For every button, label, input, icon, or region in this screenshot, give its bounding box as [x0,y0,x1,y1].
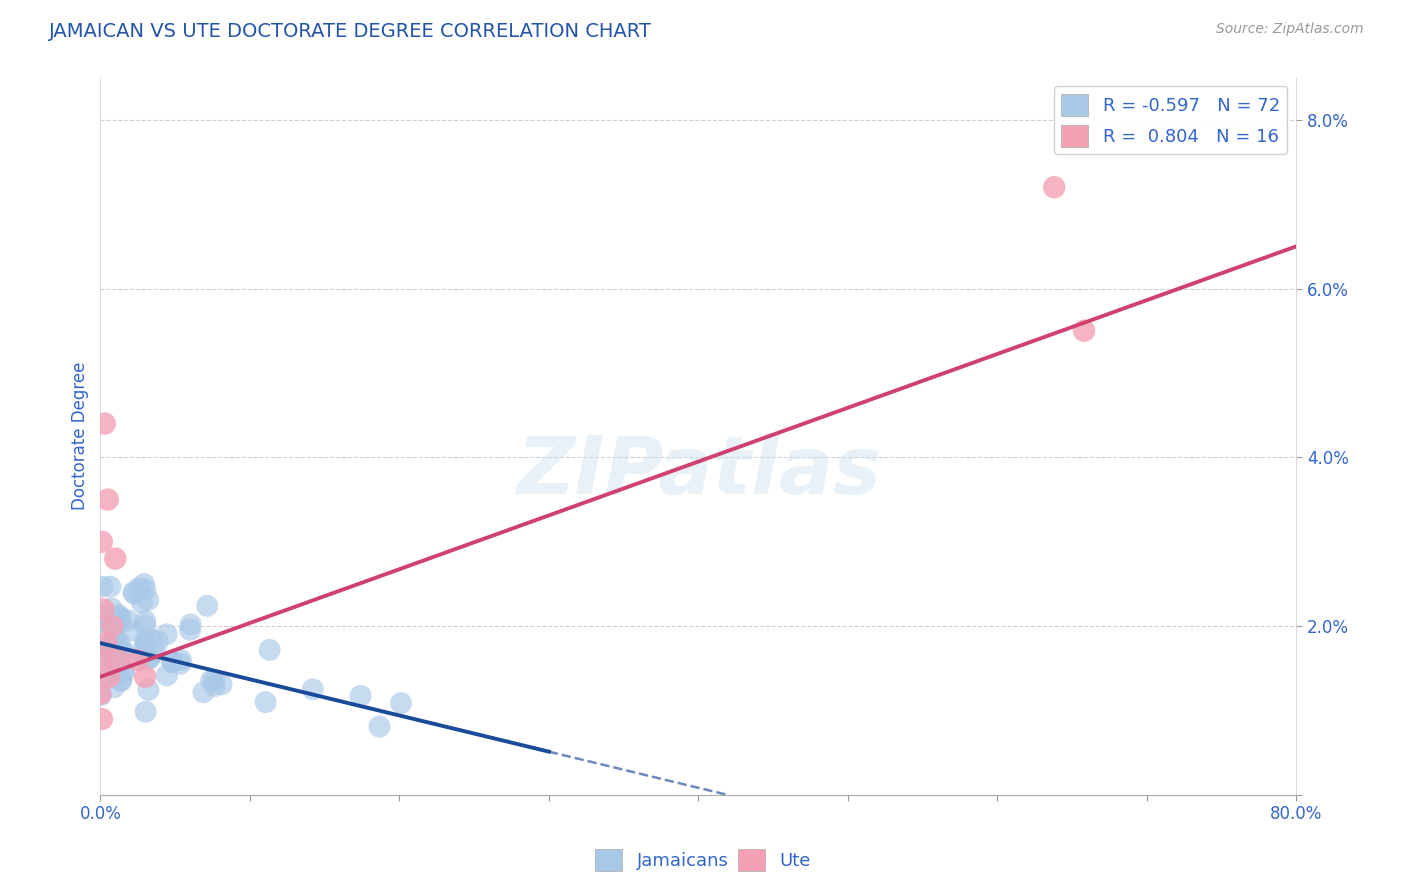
Point [146,634,169,648]
Point [93,648,115,663]
Point [134,634,156,648]
Point [134,670,156,684]
Point [100,580,122,594]
Point [136,593,159,607]
Point [107,662,129,676]
Point [97,615,120,630]
Point [108,610,131,624]
Point [156,668,179,682]
Point [138,651,160,665]
Point [254,695,277,709]
Point [134,582,156,597]
Text: JAMAICAN VS UTE DOCTORATE DEGREE CORRELATION CHART: JAMAICAN VS UTE DOCTORATE DEGREE CORRELA… [49,22,652,41]
Point [138,651,160,665]
Text: Source: ZipAtlas.com: Source: ZipAtlas.com [1216,22,1364,37]
Point [121,624,143,638]
Point [108,636,131,650]
Text: ZIPatlas: ZIPatlas [516,434,882,511]
Point [202,679,225,693]
Point [156,627,179,641]
Point [91,664,114,678]
Point [180,617,202,632]
Point [103,681,125,695]
Point [200,673,222,688]
Point [160,655,183,669]
Point [89,653,111,667]
Point [90,712,112,726]
Y-axis label: Doctorate Degree: Doctorate Degree [72,362,89,510]
Point [117,613,139,627]
Point [389,696,412,710]
Point [91,580,114,594]
Point [179,623,201,637]
Point [211,677,233,691]
Point [143,645,166,659]
Point [302,682,325,697]
Point [111,644,134,658]
Point [94,417,117,431]
Point [112,665,135,679]
Point [134,619,156,633]
Point [134,640,156,654]
Point [169,657,191,671]
Point [259,643,281,657]
Point [103,632,125,646]
Point [134,614,156,628]
Point [193,685,215,699]
Legend: R = -0.597   N = 72, R =  0.804   N = 16: R = -0.597 N = 72, R = 0.804 N = 16 [1054,87,1288,154]
Legend: Jamaicans, Ute: Jamaicans, Ute [588,842,818,879]
Point [135,705,157,719]
Point [89,687,111,701]
Point [110,673,132,688]
Point [110,673,132,688]
Point [134,577,156,591]
Point [97,492,120,507]
Point [128,581,150,595]
Point [101,619,124,633]
Point [112,665,135,680]
Point [110,610,132,624]
Point [124,587,146,601]
Point [96,618,118,632]
Point [98,670,121,684]
Point [127,653,149,667]
Point [1043,180,1066,194]
Point [98,640,121,655]
Point [90,534,112,549]
Point [170,653,193,667]
Point [1073,324,1095,338]
Point [204,673,226,687]
Point [98,646,121,660]
Point [134,652,156,666]
Point [107,616,129,631]
Point [122,585,145,599]
Point [134,636,156,650]
Point [96,636,118,650]
Point [104,628,127,642]
Point [90,688,112,702]
Point [91,640,114,655]
Point [107,653,129,667]
Point [114,646,136,660]
Point [138,682,160,697]
Point [100,601,122,615]
Point [107,607,129,622]
Point [96,611,118,625]
Point [368,720,391,734]
Point [103,618,125,632]
Point [93,602,115,616]
Point [104,551,127,566]
Point [131,596,153,610]
Point [160,655,183,669]
Point [107,636,129,650]
Point [349,689,371,703]
Point [195,599,218,613]
Point [139,632,162,646]
Point [103,654,125,668]
